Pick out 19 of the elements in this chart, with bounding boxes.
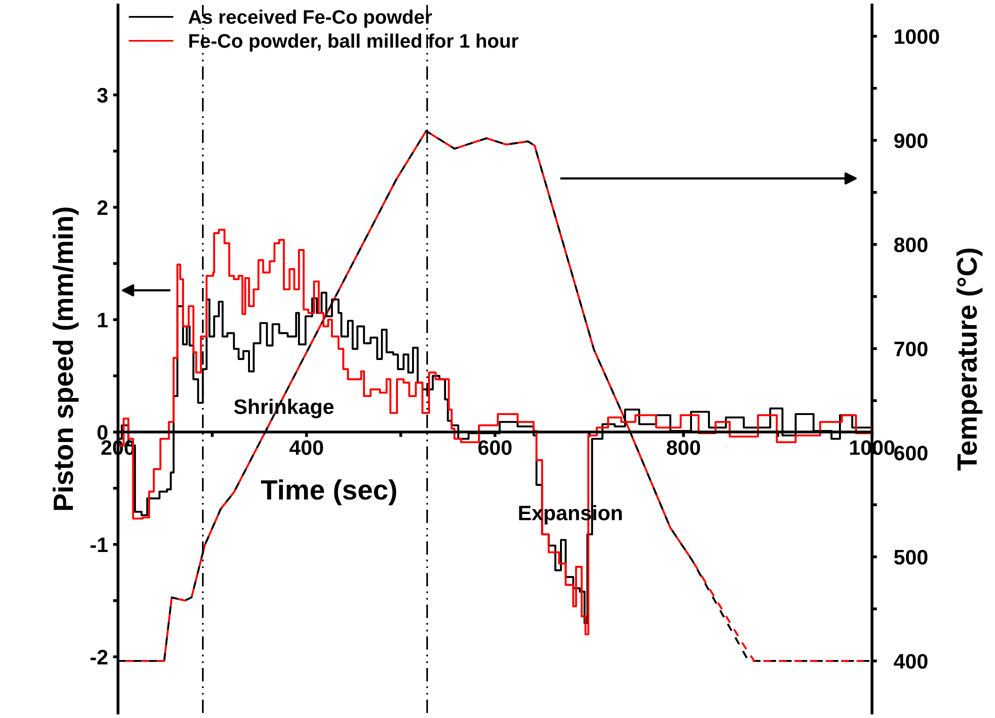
y2-tick-label: 400 bbox=[894, 654, 928, 669]
legend-label: As received Fe-Co powder bbox=[188, 10, 432, 28]
x-tick-label: 600 bbox=[478, 440, 512, 455]
x-axis-title: Time (sec) bbox=[260, 479, 396, 506]
y-tick-label: -2 bbox=[90, 650, 108, 664]
x-tick-label: 400 bbox=[289, 440, 324, 455]
y2-tick-label: 1000 bbox=[894, 29, 940, 44]
y2-tick-label: 800 bbox=[894, 237, 928, 252]
y2-tick-label: 700 bbox=[894, 342, 928, 356]
x-tick-label: 800 bbox=[666, 440, 700, 455]
y-tick-label: 0 bbox=[98, 425, 108, 440]
y-axis-title: Piston speed (mm/min) bbox=[52, 208, 79, 510]
y-tick-label: 3 bbox=[97, 88, 108, 103]
y-tick-label: 2 bbox=[97, 200, 108, 215]
y-tick-label: 1 bbox=[98, 312, 108, 328]
y2-tick-label: 500 bbox=[894, 550, 928, 565]
y2-tick-label: 900 bbox=[894, 133, 928, 148]
y-tick-label: -1 bbox=[90, 538, 108, 552]
y2-axis-title: Temperature (°C) bbox=[956, 248, 982, 470]
